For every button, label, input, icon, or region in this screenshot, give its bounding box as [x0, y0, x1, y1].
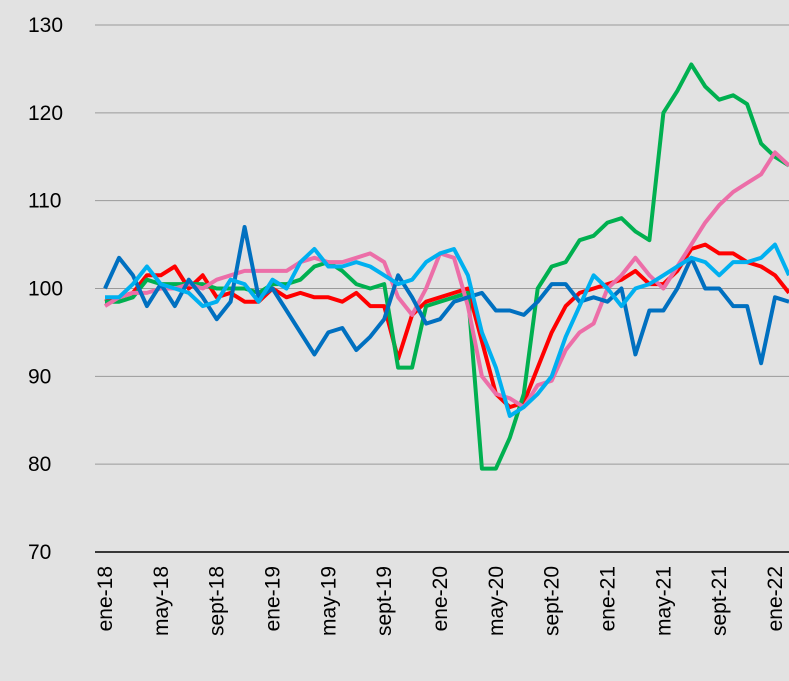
x-tick-label: may-18 — [150, 566, 173, 636]
x-tick-label: sept-21 — [708, 566, 731, 636]
x-tick-label: may-20 — [485, 566, 508, 636]
y-tick-label: 110 — [28, 190, 61, 213]
page: {"chart_data": {"type": "line", "categor… — [0, 0, 789, 681]
y-tick-label: 90 — [28, 365, 51, 388]
x-tick-label: may-19 — [317, 566, 340, 636]
y-tick-label: 70 — [28, 541, 51, 564]
y-tick-label: 120 — [28, 102, 63, 125]
x-tick-label: ene-21 — [597, 566, 620, 631]
x-tick-label: sept-18 — [206, 566, 229, 636]
y-tick-label: 130 — [28, 14, 63, 37]
x-tick-label: ene-18 — [94, 566, 117, 631]
x-tick-label: ene-22 — [764, 566, 787, 631]
y-tick-label: 80 — [28, 453, 51, 476]
chart: 70 80 90 100 110 120 130 ene-18 may-18 sept-18 ene… — [0, 0, 789, 681]
x-tick-label: ene-19 — [262, 566, 285, 631]
y-tick-label: 100 — [28, 278, 63, 301]
x-tick-label: ene-20 — [429, 566, 452, 631]
x-tick-label: sept-20 — [541, 566, 564, 636]
x-tick-label: may-21 — [652, 566, 675, 636]
x-tick-label: sept-19 — [373, 566, 396, 636]
